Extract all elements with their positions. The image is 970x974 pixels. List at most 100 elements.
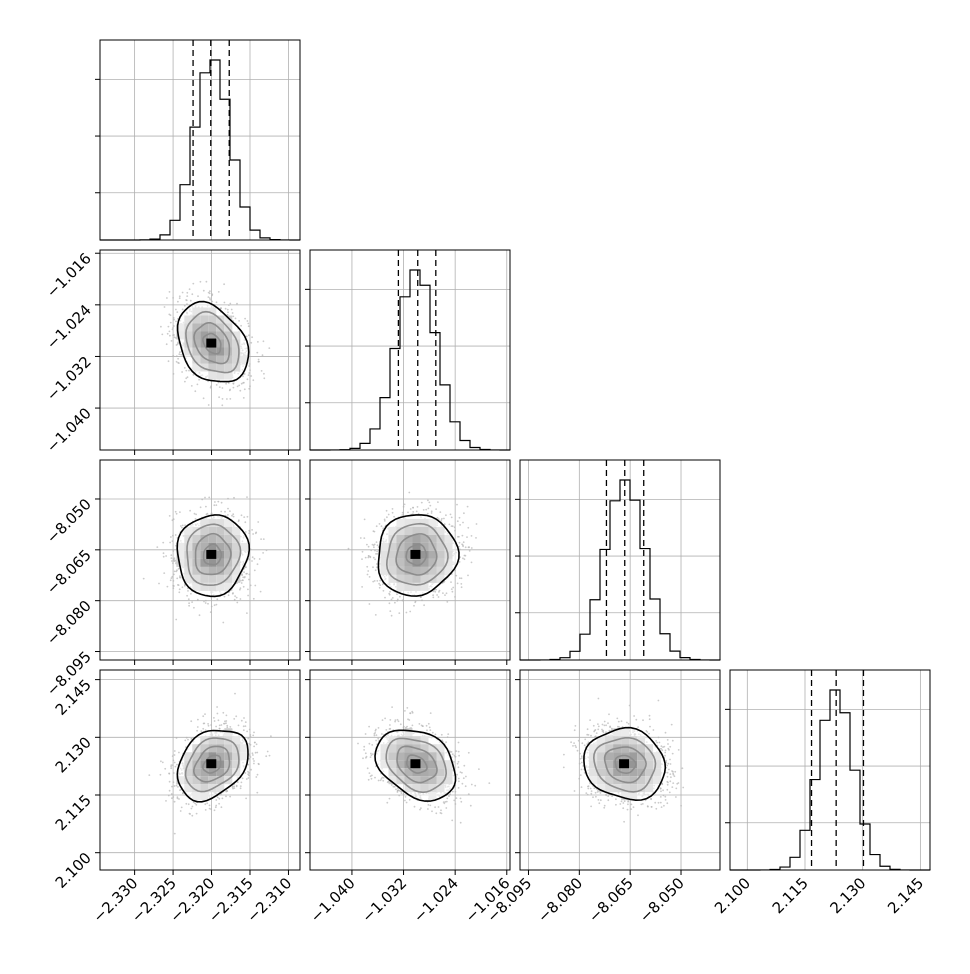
scatter-point — [263, 377, 266, 380]
scatter-point — [407, 511, 409, 514]
scatter-point — [262, 340, 265, 343]
scatter-point — [399, 723, 402, 726]
scatter-point — [397, 720, 400, 723]
scatter-point — [251, 336, 254, 339]
scatter-point — [226, 313, 229, 316]
scatter-point — [243, 388, 246, 391]
scatter-point — [382, 589, 385, 592]
scatter-point — [142, 577, 145, 580]
scatter-point — [225, 382, 228, 385]
scatter-point — [637, 814, 639, 817]
scatter-point — [434, 733, 437, 736]
scatter-point — [243, 571, 246, 573]
scatter-point — [172, 781, 175, 784]
scatter-point — [198, 378, 201, 381]
scatter-point — [475, 537, 477, 539]
scatter-point — [171, 797, 173, 800]
scatter-point — [243, 717, 245, 719]
scatter-point — [664, 731, 667, 734]
scatter-point — [366, 565, 369, 568]
scatter-point — [655, 740, 657, 742]
scatter-point — [460, 577, 463, 580]
scatter-point — [211, 300, 214, 303]
scatter-point — [652, 729, 655, 731]
scatter-point — [190, 592, 192, 595]
scatter-point — [173, 336, 176, 339]
panel-frame — [519, 459, 721, 661]
scatter-point — [391, 597, 394, 599]
scatter-point — [389, 590, 391, 593]
scatter-point — [169, 541, 172, 544]
scatter-point — [175, 618, 178, 621]
scatter-point — [218, 724, 221, 727]
scatter-point — [364, 752, 367, 755]
scatter-point — [227, 382, 230, 384]
scatter-point — [198, 614, 201, 617]
scatter-point — [253, 557, 256, 560]
scatter-point — [221, 398, 224, 400]
scatter-point — [378, 582, 380, 585]
scatter-point — [232, 315, 235, 318]
scatter-point — [175, 344, 178, 346]
scatter-point — [173, 754, 176, 756]
scatter-point — [239, 588, 241, 591]
scatter-point — [172, 550, 175, 552]
scatter-point — [452, 586, 455, 589]
scatter-point — [177, 300, 179, 303]
scatter-point — [399, 595, 401, 598]
scatter-point — [162, 552, 165, 555]
scatter-point — [579, 752, 581, 755]
scatter-point — [227, 507, 229, 510]
scatter-point — [233, 598, 236, 601]
scatter-point — [234, 692, 236, 695]
scatter-point — [396, 598, 399, 601]
scatter-point — [408, 798, 411, 801]
scatter-point — [248, 532, 251, 535]
scatter-point — [595, 732, 598, 734]
scatter-point — [429, 804, 432, 807]
scatter-point — [174, 534, 177, 536]
scatter-point — [186, 303, 188, 305]
scatter-point — [220, 724, 223, 726]
scatter-point — [238, 384, 241, 387]
scatter-point — [224, 720, 226, 723]
scatter-point — [213, 717, 215, 719]
scatter-point — [427, 808, 429, 810]
scatter-point — [464, 546, 467, 549]
scatter-point — [187, 598, 190, 601]
scatter-point — [167, 325, 170, 328]
histogram-step-line — [519, 479, 721, 661]
scatter-point — [605, 731, 607, 734]
scatter-point — [187, 803, 190, 806]
scatter-point — [429, 504, 432, 507]
scatter-point — [470, 535, 473, 537]
scatter-point — [247, 374, 250, 376]
y-tick-label: −8.080 — [43, 597, 95, 649]
scatter-point — [603, 720, 606, 723]
scatter-point — [574, 744, 577, 747]
scatter-point — [248, 757, 251, 760]
scatter-point — [426, 729, 428, 732]
scatter-point — [229, 398, 232, 400]
scatter-point — [193, 512, 196, 515]
histogram-step-line — [310, 269, 511, 451]
scatter-point — [244, 576, 246, 578]
scatter-point — [256, 751, 259, 754]
scatter-point — [174, 510, 177, 513]
diagonal-histogram-0 — [95, 39, 301, 241]
scatter-point — [186, 295, 189, 297]
scatter-point — [427, 804, 430, 806]
scatter-point — [175, 355, 178, 358]
scatter-point — [256, 773, 259, 776]
scatter-point — [430, 510, 433, 513]
scatter-point — [445, 741, 447, 744]
scatter-point — [373, 580, 376, 582]
scatter-point — [404, 796, 407, 798]
scatter-point — [178, 751, 180, 754]
scatter-point — [459, 771, 462, 773]
scatter-point — [207, 723, 210, 725]
scatter-point — [179, 575, 181, 577]
scatter-point — [593, 730, 595, 733]
scatter-point — [248, 578, 250, 581]
scatter-point — [209, 611, 212, 613]
